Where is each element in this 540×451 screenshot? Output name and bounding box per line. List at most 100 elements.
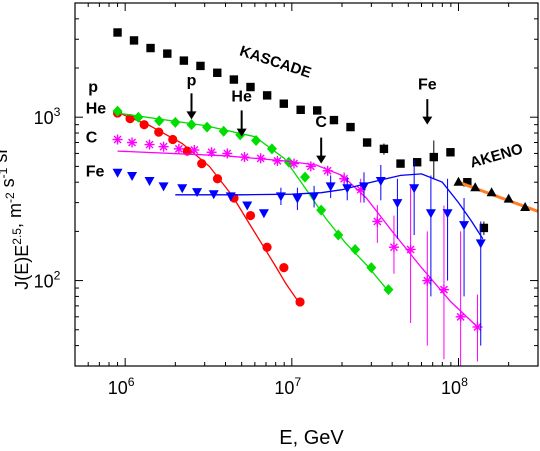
data-point-kascade xyxy=(346,122,355,132)
data-point-fe xyxy=(292,194,303,204)
data-point-he xyxy=(112,105,123,117)
data-point-p xyxy=(245,210,256,221)
data-point-fe xyxy=(208,190,219,200)
plot-frame xyxy=(74,2,539,367)
data-point-he xyxy=(366,262,377,274)
data-point-c xyxy=(127,137,138,148)
data-point-c xyxy=(144,139,155,150)
data-point-fe xyxy=(325,182,336,192)
data-point-c xyxy=(305,161,316,172)
data-point-kascade xyxy=(329,115,339,125)
data-point-kascade xyxy=(396,159,405,168)
series-label-akeno: AKENO xyxy=(468,140,525,171)
data-point-fe xyxy=(392,199,403,209)
data-point-kascade xyxy=(429,152,438,162)
data-point-fe xyxy=(275,192,286,202)
data-point-c xyxy=(239,152,250,163)
data-point-c xyxy=(438,284,449,295)
data-point-kascade xyxy=(113,28,122,37)
data-point-he xyxy=(333,229,344,241)
x-tick-label: 108 xyxy=(441,375,468,398)
data-point-fe xyxy=(358,182,369,192)
data-point-fe xyxy=(225,192,236,202)
data-point-kascade xyxy=(313,106,322,115)
series-label-c: C xyxy=(86,130,98,147)
data-point-akeno xyxy=(470,182,481,192)
data-point-c xyxy=(455,311,466,322)
data-point-p xyxy=(168,134,178,145)
data-point-kascade xyxy=(163,49,172,58)
data-point-c xyxy=(206,147,217,158)
series-label-fe: Fe xyxy=(86,163,105,180)
series-label-kascade: KASCADE xyxy=(237,43,313,82)
data-point-fe xyxy=(127,171,138,181)
data-point-p xyxy=(139,120,149,130)
data-point-akeno xyxy=(486,187,497,197)
data-point-c xyxy=(405,244,416,255)
series-fe xyxy=(112,159,486,346)
series-label-p: p xyxy=(88,79,98,96)
data-point-p xyxy=(262,242,272,252)
data-point-kascade xyxy=(463,178,472,187)
data-point-c xyxy=(322,165,333,176)
data-point-kascade xyxy=(229,75,239,84)
data-point-fe xyxy=(342,184,353,194)
x-axis-title: E, GeV xyxy=(279,427,344,449)
data-point-kascade xyxy=(296,105,305,114)
knee-label-p: p xyxy=(187,73,197,90)
data-point-fe xyxy=(192,188,203,198)
series-c xyxy=(112,134,483,366)
arrow-head xyxy=(186,111,197,120)
data-point-akeno xyxy=(453,176,464,186)
data-point-p xyxy=(212,174,223,184)
data-point-he xyxy=(202,121,213,133)
data-point-he xyxy=(266,143,277,155)
data-point-he xyxy=(186,119,197,131)
y-axis-title: J(E)E2.5, m-2 s-1 sr-1 GeV1.5 xyxy=(0,79,32,290)
data-point-kascade xyxy=(213,68,222,77)
data-point-fe xyxy=(258,209,269,219)
data-point-c xyxy=(388,242,399,253)
x-tick-label: 106 xyxy=(108,375,135,398)
data-point-kascade xyxy=(362,138,372,147)
data-point-p xyxy=(125,114,135,124)
data-point-he xyxy=(133,111,144,123)
data-point-he xyxy=(300,171,311,183)
knee-label-he: He xyxy=(231,88,252,105)
data-point-kascade xyxy=(146,43,155,53)
data-point-he xyxy=(283,156,294,168)
data-point-akeno xyxy=(503,193,514,203)
data-point-fe xyxy=(309,192,320,202)
data-point-c xyxy=(158,141,169,152)
data-point-fe xyxy=(177,184,188,194)
data-point-fe xyxy=(112,168,123,178)
data-point-kascade xyxy=(279,99,288,108)
data-point-fe xyxy=(158,182,169,192)
data-point-kascade xyxy=(179,56,189,65)
data-point-c xyxy=(272,155,283,166)
data-point-c xyxy=(112,134,123,145)
data-point-fe xyxy=(375,176,386,186)
series-kascade xyxy=(113,28,489,236)
knee-label-c: C xyxy=(315,114,327,131)
data-point-fe xyxy=(442,209,453,219)
data-point-he xyxy=(350,243,361,255)
data-point-kascade xyxy=(479,223,489,233)
data-point-fe xyxy=(144,176,155,186)
data-point-fe xyxy=(409,184,420,194)
data-point-p xyxy=(197,158,207,169)
data-point-kascade xyxy=(412,158,422,167)
data-point-p xyxy=(154,127,164,137)
data-point-c xyxy=(255,153,266,164)
data-point-fe xyxy=(475,239,486,249)
data-point-he xyxy=(154,115,165,127)
data-point-p xyxy=(279,263,289,273)
data-point-kascade xyxy=(246,82,255,92)
knee-label-fe: Fe xyxy=(418,76,437,93)
data-point-akeno xyxy=(520,202,531,212)
knee-arrow-fe: Fe xyxy=(418,76,437,125)
series-p xyxy=(112,108,305,307)
data-point-fe xyxy=(242,201,253,211)
arrow-head xyxy=(236,128,247,137)
